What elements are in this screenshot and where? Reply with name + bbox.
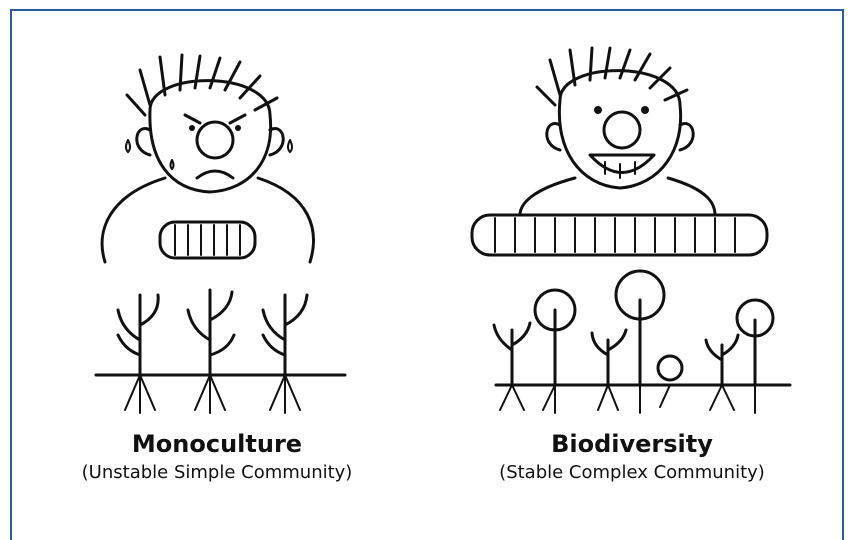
illustration: Monoculture (Unstable Simple Community) … <box>0 0 849 540</box>
page: Monoculture (Unstable Simple Community) … <box>0 0 849 540</box>
panel-title: Biodiversity <box>551 430 713 458</box>
background <box>0 0 849 540</box>
panel-subtitle: (Unstable Simple Community) <box>82 462 353 483</box>
panel-title: Monoculture <box>132 430 302 458</box>
panel-subtitle: (Stable Complex Community) <box>499 462 765 483</box>
